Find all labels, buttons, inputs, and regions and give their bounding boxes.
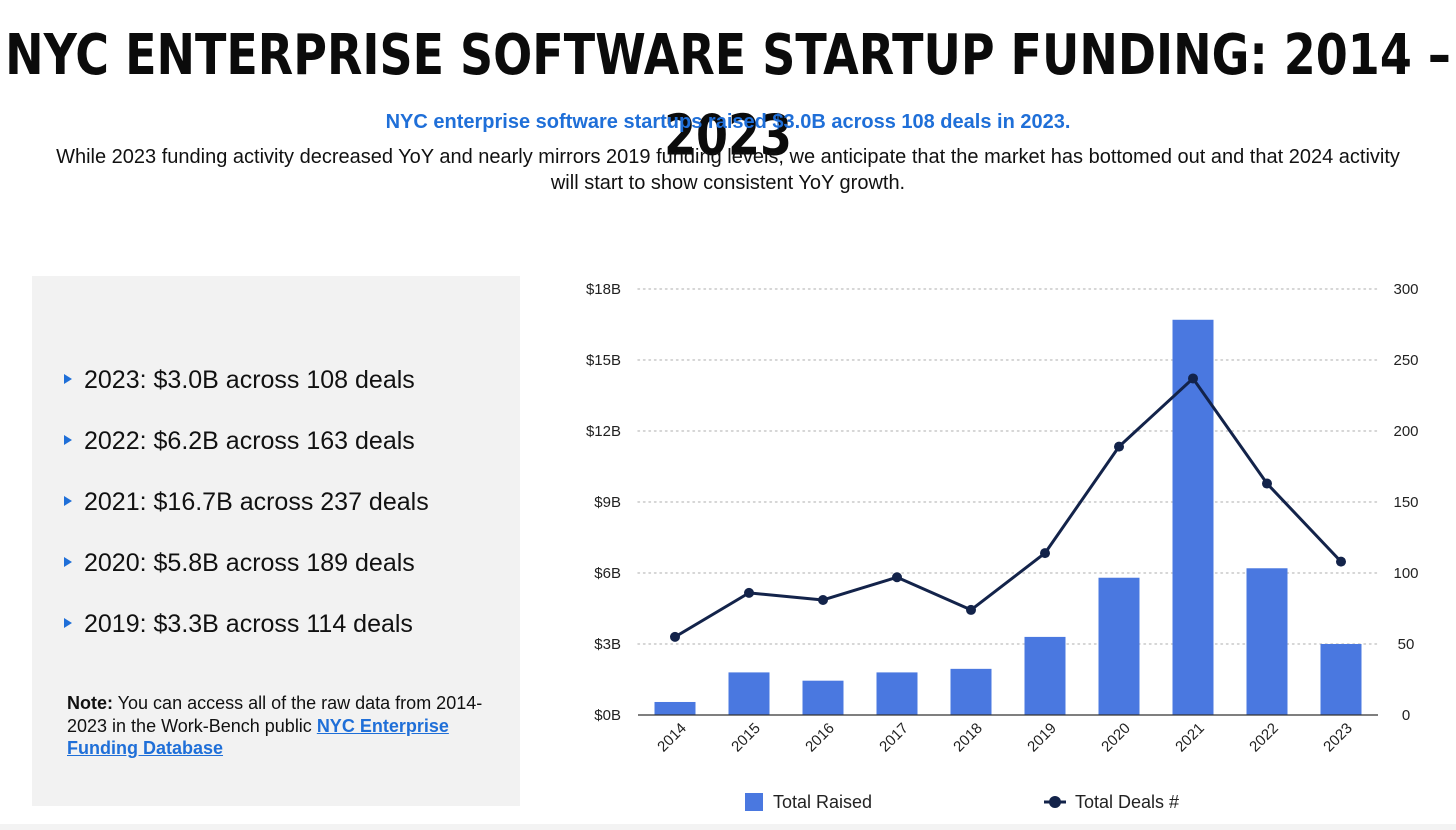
point-total-deals (1114, 441, 1124, 452)
y-left-tick-label: $0B (594, 707, 621, 724)
y-right-tick-label: 50 (1398, 636, 1415, 653)
bar-total-raised (876, 672, 918, 715)
point-total-deals (1262, 478, 1272, 489)
stat-text: 2023: $3.0B across 108 deals (84, 366, 415, 394)
line-total-deals (674, 376, 1343, 639)
stat-item-2022: 2022: $6.2B across 163 deals (64, 411, 429, 472)
y-right-tick-label: 300 (1393, 281, 1418, 298)
y-right-tick-label: 250 (1393, 352, 1418, 369)
legend-point-swatch (1049, 796, 1061, 808)
stats-list: 2023: $3.0B across 108 deals 2022: $6.2B… (64, 350, 429, 655)
stat-item-2019: 2019: $3.3B across 114 deals (64, 594, 429, 655)
y-left-tick-label: $3B (594, 636, 621, 653)
bottom-edge (0, 824, 1456, 830)
point-total-deals (1336, 556, 1346, 567)
x-tick-label: 2020 (1098, 720, 1134, 756)
x-tick-label: 2021 (1172, 720, 1208, 756)
stat-text: 2019: $3.3B across 114 deals (84, 610, 413, 638)
y-left-tick-label: $15B (586, 352, 621, 369)
y-left-tick-label: $6B (594, 565, 621, 582)
note-label: Note: (67, 693, 113, 713)
x-tick-label: 2016 (802, 720, 838, 756)
x-tick-label: 2018 (950, 720, 986, 756)
page-description: While 2023 funding activity decreased Yo… (56, 146, 1400, 194)
point-total-deals (818, 594, 828, 605)
note: Note: You can access all of the raw data… (67, 692, 487, 760)
y-left-tick-label: $9B (594, 494, 621, 511)
triangle-bullet-icon (64, 373, 72, 384)
point-total-deals (744, 587, 754, 598)
x-tick-label: 2023 (1320, 720, 1356, 756)
triangle-bullet-icon (64, 617, 72, 628)
triangle-bullet-icon (64, 556, 72, 567)
triangle-bullet-icon (64, 495, 72, 506)
x-tick-label: 2017 (876, 720, 912, 756)
x-tick-label: 2019 (1024, 720, 1060, 756)
stat-text: 2022: $6.2B across 163 deals (84, 427, 415, 455)
stat-text: 2020: $5.8B across 189 deals (84, 549, 415, 577)
legend-label-total-deals: Total Deals # (1075, 792, 1179, 812)
triangle-bullet-icon (64, 434, 72, 445)
y-right-tick-label: 200 (1393, 423, 1418, 440)
legend-bar-swatch (745, 793, 763, 811)
y-right-tick-label: 100 (1393, 565, 1418, 582)
point-total-deals (892, 572, 902, 583)
stat-item-2020: 2020: $5.8B across 189 deals (64, 533, 429, 594)
bar-total-raised (802, 680, 844, 715)
point-total-deals (1188, 373, 1198, 384)
y-left-tick-label: $12B (586, 423, 621, 440)
y-right-tick-label: 150 (1393, 494, 1418, 511)
bar-total-raised (1246, 568, 1288, 715)
bar-total-raised (1172, 319, 1214, 715)
note-text: You can access all of the raw data from … (67, 693, 483, 736)
bar-total-raised (654, 701, 696, 715)
bar-total-raised (728, 672, 770, 715)
point-total-deals (966, 604, 976, 615)
stats-panel: 2023: $3.0B across 108 deals 2022: $6.2B… (32, 276, 520, 806)
y-right-tick-label: 0 (1402, 707, 1410, 724)
bar-total-raised (1098, 577, 1140, 715)
x-tick-label: 2022 (1246, 720, 1282, 756)
legend-label-total-raised: Total Raised (773, 792, 872, 812)
stat-item-2023: 2023: $3.0B across 108 deals (64, 350, 429, 411)
stat-text: 2021: $16.7B across 237 deals (84, 488, 429, 516)
point-total-deals (670, 631, 680, 642)
page-subtitle: NYC enterprise software startups raised … (385, 111, 1071, 133)
x-tick-label: 2014 (654, 720, 690, 756)
bar-total-raised (950, 668, 992, 715)
y-left-tick-label: $18B (586, 281, 621, 298)
funding-chart: $0B $3B $6B $9B $12B $15B $18B 0 50 100 150 200 250 3… (586, 281, 1419, 812)
stat-item-2021: 2021: $16.7B across 237 deals (64, 472, 429, 533)
bar-total-raised (1320, 644, 1362, 715)
page-title: NYC ENTERPRISE SOFTWARE STARTUP FUNDING:… (5, 21, 1451, 168)
funding-database-link[interactable]: NYC Enterprise Funding Database (67, 715, 449, 759)
bar-total-raised (1024, 636, 1066, 715)
x-tick-label: 2015 (728, 720, 764, 756)
point-total-deals (1040, 548, 1050, 559)
